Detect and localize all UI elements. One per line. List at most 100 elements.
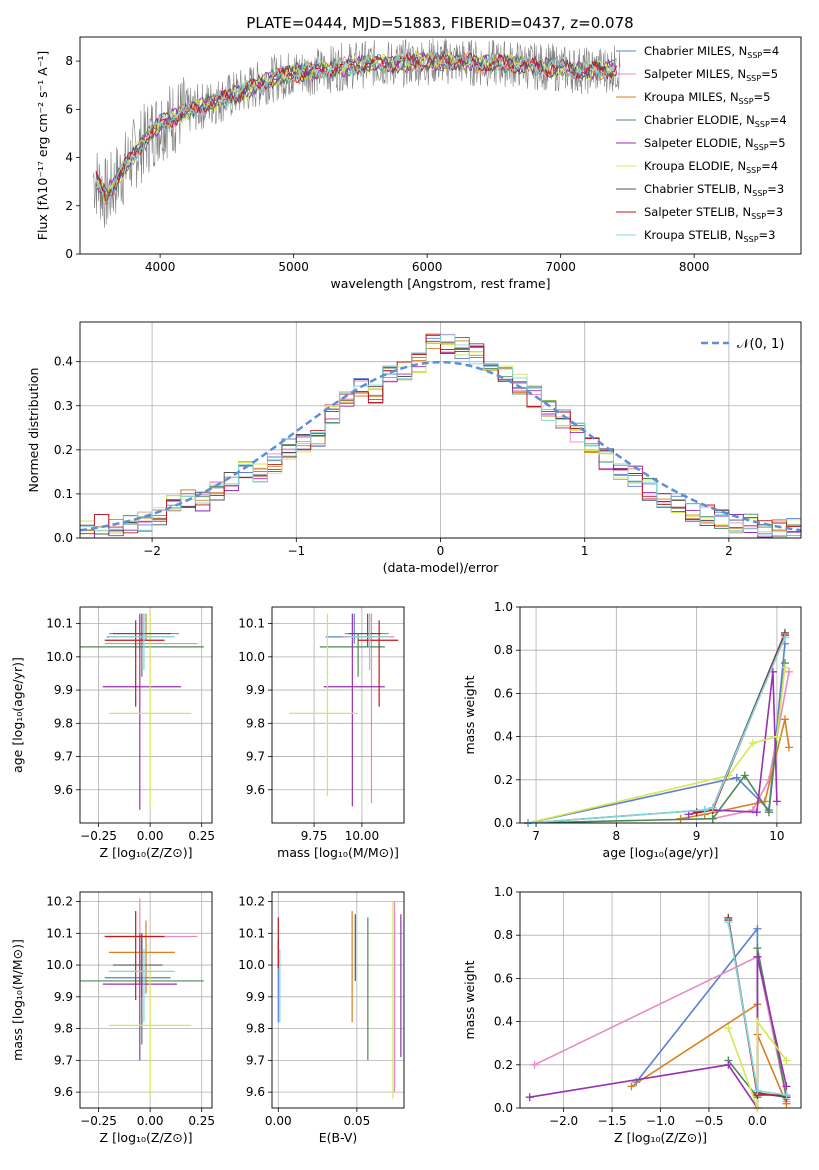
legend-label: Chabrier STELIB, NSSP=3	[644, 182, 784, 198]
mass-weight-marker	[780, 663, 789, 672]
mass-weight-marker	[692, 808, 701, 817]
y-axis-label: Flux [fλ10⁻¹⁷ erg cm⁻² s⁻¹ A⁻¹]	[35, 51, 50, 240]
mass-weight-marker	[753, 924, 762, 933]
mass-weight-marker	[772, 732, 781, 741]
y-axis-label: age [log₁₀(age/yr)]	[10, 657, 25, 773]
y-tick-label: 9.9	[54, 683, 73, 697]
y-tick-label: 0.2	[494, 773, 513, 787]
axes-frame	[271, 891, 405, 1109]
y-tick-label: 0.0	[54, 531, 73, 545]
mass-weight-marker	[530, 1060, 539, 1069]
mass-weight-line	[727, 1019, 788, 1108]
mass-weight-marker	[753, 1086, 762, 1095]
y-axis-label: Normed distribution	[26, 368, 41, 493]
legend-label: Kroupa STELIB, NSSP=3	[644, 228, 775, 244]
y-tick-label: 9.7	[246, 1053, 265, 1067]
y-axis-label: mass weight	[462, 675, 477, 754]
mass-weight-marker	[784, 667, 793, 676]
mass-weight-marker	[753, 952, 762, 961]
y-tick-label: 9.8	[246, 716, 265, 730]
mass-weight-marker	[708, 803, 717, 812]
y-tick-label: 0.6	[494, 971, 513, 985]
x-tick-label: 0.00	[137, 1114, 164, 1128]
normal-curve-line	[80, 360, 801, 532]
x-tick-label: −1.5	[597, 1114, 626, 1128]
x-tick-label: 6000	[412, 260, 443, 274]
legend-label: Kroupa MILES, NSSP=5	[644, 90, 770, 106]
mass-weight-marker	[732, 773, 741, 782]
mass-weight-marker	[780, 633, 789, 642]
x-axis-label: age [log₁₀(age/yr)]	[603, 845, 719, 860]
y-tick-label: 6	[65, 102, 73, 116]
y-axis-label: mass [log₁₀(M/M⊙)]	[10, 939, 25, 1061]
axes-frame	[79, 606, 213, 824]
legend-label: Chabrier ELODIE, NSSP=4	[644, 113, 787, 129]
mass-weight-marker	[752, 808, 761, 817]
model-spectrum-line	[95, 50, 618, 194]
x-axis-label: Z [log₁₀(Z/Z⊙)]	[614, 1130, 707, 1145]
x-tick-label: −1.0	[646, 1114, 675, 1128]
y-tick-label: 10.1	[238, 617, 265, 631]
legend-label: Salpeter MILES, NSSP=5	[644, 67, 778, 83]
y-tick-label: 9.7	[54, 750, 73, 764]
y-tick-label: 0.3	[54, 399, 73, 413]
mass-weight-line	[527, 663, 786, 823]
y-tick-label: 0.0	[494, 816, 513, 830]
axes-frame	[519, 606, 802, 824]
x-tick-label: −0.5	[694, 1114, 723, 1128]
y-tick-label: 10.1	[238, 926, 265, 940]
y-tick-label: 9.8	[246, 1022, 265, 1036]
mass-weight-marker	[708, 814, 717, 823]
x-tick-label: 0.25	[188, 829, 215, 843]
mass-weight-marker	[764, 808, 773, 817]
x-tick-label: 0.05	[343, 1114, 370, 1128]
y-tick-label: 9.8	[54, 716, 73, 730]
y-tick-label: 10.0	[46, 650, 73, 664]
y-tick-label: 9.9	[246, 683, 265, 697]
legend-label: Kroupa ELODIE, NSSP=4	[644, 159, 778, 175]
mass-weight-marker	[782, 1082, 791, 1091]
y-tick-label: 10.0	[238, 650, 265, 664]
y-tick-label: 0.6	[494, 686, 513, 700]
y-tick-label: 9.6	[246, 1085, 265, 1099]
y-tick-label: 10.0	[238, 958, 265, 972]
y-tick-label: 10.0	[46, 958, 73, 972]
model-spectrum-line	[95, 50, 618, 203]
legend-label: 𝒩(0, 1)	[737, 337, 784, 352]
model-spectrum-line	[95, 52, 618, 204]
mass-weight-marker	[740, 771, 749, 780]
legend-label: Salpeter STELIB, NSSP=3	[644, 205, 783, 221]
y-axis-label: mass weight	[462, 960, 477, 1039]
legend-label: Chabrier MILES, NSSP=4	[644, 44, 779, 60]
mass-weight-marker	[525, 1093, 534, 1102]
mass-weight-marker	[724, 1024, 733, 1033]
x-tick-label: 9.75	[301, 829, 328, 843]
legend-label: Salpeter ELODIE, NSSP=5	[644, 136, 786, 152]
y-tick-label: 1.0	[494, 885, 513, 899]
mass-weight-marker	[753, 944, 762, 953]
mass-weight-line	[635, 926, 787, 1098]
x-tick-label: 0.0	[748, 1114, 767, 1128]
x-tick-label: 5000	[278, 260, 309, 274]
x-tick-label: 1	[581, 544, 589, 558]
x-tick-label: 7000	[545, 260, 576, 274]
y-tick-label: 0.0	[494, 1101, 513, 1115]
x-axis-label: Z [log₁₀(Z/Z⊙)]	[100, 845, 193, 860]
x-axis-label: wavelength [Angstrom, rest frame]	[330, 276, 550, 291]
y-tick-label: 0	[65, 247, 73, 261]
figure-title: PLATE=0444, MJD=51883, FIBERID=0437, z=0…	[246, 14, 633, 32]
x-tick-label: 9	[693, 829, 701, 843]
y-tick-label: 4	[65, 151, 73, 165]
x-tick-label: 0.25	[188, 1114, 215, 1128]
y-tick-label: 9.6	[54, 783, 73, 797]
x-tick-label: 8	[613, 829, 621, 843]
axes-frame	[271, 606, 405, 824]
axes-frame	[519, 891, 802, 1109]
x-tick-label: 0.00	[265, 1114, 292, 1128]
y-tick-label: 2	[65, 199, 73, 213]
y-tick-label: 10.1	[46, 926, 73, 940]
model-spectrum-line	[95, 51, 617, 207]
y-tick-label: 8	[65, 54, 73, 68]
y-tick-label: 0.2	[494, 1058, 513, 1072]
